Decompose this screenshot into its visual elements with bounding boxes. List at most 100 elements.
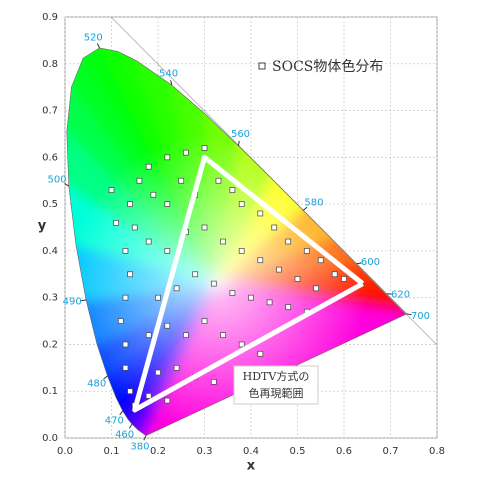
- annotation: HDTV方式の: [243, 369, 310, 383]
- scatter-point: [211, 379, 216, 384]
- scatter-point: [221, 333, 226, 338]
- wavelength-label: 380: [130, 441, 149, 452]
- wavelength-label: 460: [115, 429, 134, 440]
- y-axis-label: y: [38, 219, 47, 234]
- wavelength-label: 540: [159, 68, 178, 79]
- scatter-point: [258, 351, 263, 356]
- scatter-point: [211, 281, 216, 286]
- scatter-point: [332, 272, 337, 277]
- scatter-point: [165, 323, 170, 328]
- scatter-point: [221, 239, 226, 244]
- scatter-point: [156, 295, 161, 300]
- scatter-point: [123, 295, 128, 300]
- scatter-point: [137, 178, 142, 183]
- scatter-point: [272, 225, 277, 230]
- scatter-point: [267, 300, 272, 305]
- scatter-point: [193, 272, 198, 277]
- y-tick-label: 0.4: [42, 246, 58, 257]
- x-tick-label: 0.1: [104, 446, 120, 457]
- scatter-point: [109, 188, 114, 193]
- scatter-point: [128, 202, 133, 207]
- scatter-point: [118, 319, 123, 324]
- scatter-point: [165, 398, 170, 403]
- locus-tick: [81, 300, 86, 301]
- x-tick-label: 0.2: [150, 446, 166, 457]
- scatter-point: [132, 225, 137, 230]
- legend-label: SOCS物体色分布: [272, 58, 383, 75]
- scatter-point: [146, 393, 151, 398]
- scatter-point: [165, 202, 170, 207]
- y-tick-label: 0.6: [42, 152, 58, 163]
- y-tick-label: 0.7: [42, 106, 58, 117]
- scatter-point: [156, 370, 161, 375]
- scatter-point: [249, 295, 254, 300]
- y-tick-label: 0.0: [42, 433, 58, 444]
- scatter-point: [202, 145, 207, 150]
- scatter-point: [304, 248, 309, 253]
- scatter-point: [123, 365, 128, 370]
- x-tick-label: 0.0: [57, 446, 73, 457]
- x-tick-label: 0.5: [290, 446, 306, 457]
- scatter-point: [114, 220, 119, 225]
- scatter-point: [230, 290, 235, 295]
- scatter-point: [318, 258, 323, 263]
- scatter-point: [165, 248, 170, 253]
- scatter-point: [146, 239, 151, 244]
- wavelength-label: 560: [231, 129, 250, 140]
- x-axis-label: x: [247, 459, 256, 474]
- x-tick-label: 0.3: [197, 446, 213, 457]
- legend-marker: [259, 63, 265, 69]
- wavelength-label: 470: [105, 416, 124, 427]
- scatter-point: [230, 188, 235, 193]
- scatter-point: [146, 333, 151, 338]
- scatter-point: [216, 178, 221, 183]
- scatter-point: [202, 225, 207, 230]
- wavelength-label: 620: [391, 290, 410, 301]
- locus-tick: [129, 424, 132, 428]
- wavelength-label: 700: [411, 311, 430, 322]
- y-tick-label: 0.3: [42, 293, 58, 304]
- scatter-point: [239, 202, 244, 207]
- scatter-point: [286, 239, 291, 244]
- wavelength-label: 480: [87, 379, 106, 390]
- locus-tick: [238, 141, 239, 146]
- scatter-point: [239, 342, 244, 347]
- scatter-point: [146, 164, 151, 169]
- scatter-point: [123, 248, 128, 253]
- x-tick-label: 0.8: [429, 446, 445, 457]
- scatter-point: [183, 150, 188, 155]
- scatter-point: [151, 192, 156, 197]
- y-tick-label: 0.2: [42, 339, 58, 350]
- scatter-point: [174, 286, 179, 291]
- wavelength-label: 580: [304, 198, 323, 209]
- wavelength-label: 600: [361, 257, 380, 268]
- wavelength-label: 490: [63, 296, 82, 307]
- locus-tick: [120, 411, 123, 415]
- wavelength-label: 500: [48, 175, 67, 186]
- scatter-point: [179, 178, 184, 183]
- scatter-point: [258, 211, 263, 216]
- y-tick-label: 0.8: [42, 59, 58, 70]
- scatter-point: [258, 258, 263, 263]
- scatter-point: [295, 276, 300, 281]
- x-tick-label: 0.7: [383, 446, 399, 457]
- scatter-point: [183, 333, 188, 338]
- locus-tick: [97, 44, 99, 48]
- scatter-point: [239, 248, 244, 253]
- scatter-point: [342, 276, 347, 281]
- scatter-point: [202, 319, 207, 324]
- y-tick-label: 0.5: [42, 199, 58, 210]
- x-tick-label: 0.4: [243, 446, 259, 457]
- scatter-point: [174, 365, 179, 370]
- y-tick-label: 0.1: [42, 386, 58, 397]
- x-tick-label: 0.6: [336, 446, 352, 457]
- scatter-point: [123, 342, 128, 347]
- wavelength-label: 520: [84, 32, 103, 43]
- scatter-point: [165, 155, 170, 160]
- scatter-point: [314, 286, 319, 291]
- scatter-point: [128, 389, 133, 394]
- annotation: 色再現範囲: [249, 386, 304, 400]
- scatter-point: [286, 305, 291, 310]
